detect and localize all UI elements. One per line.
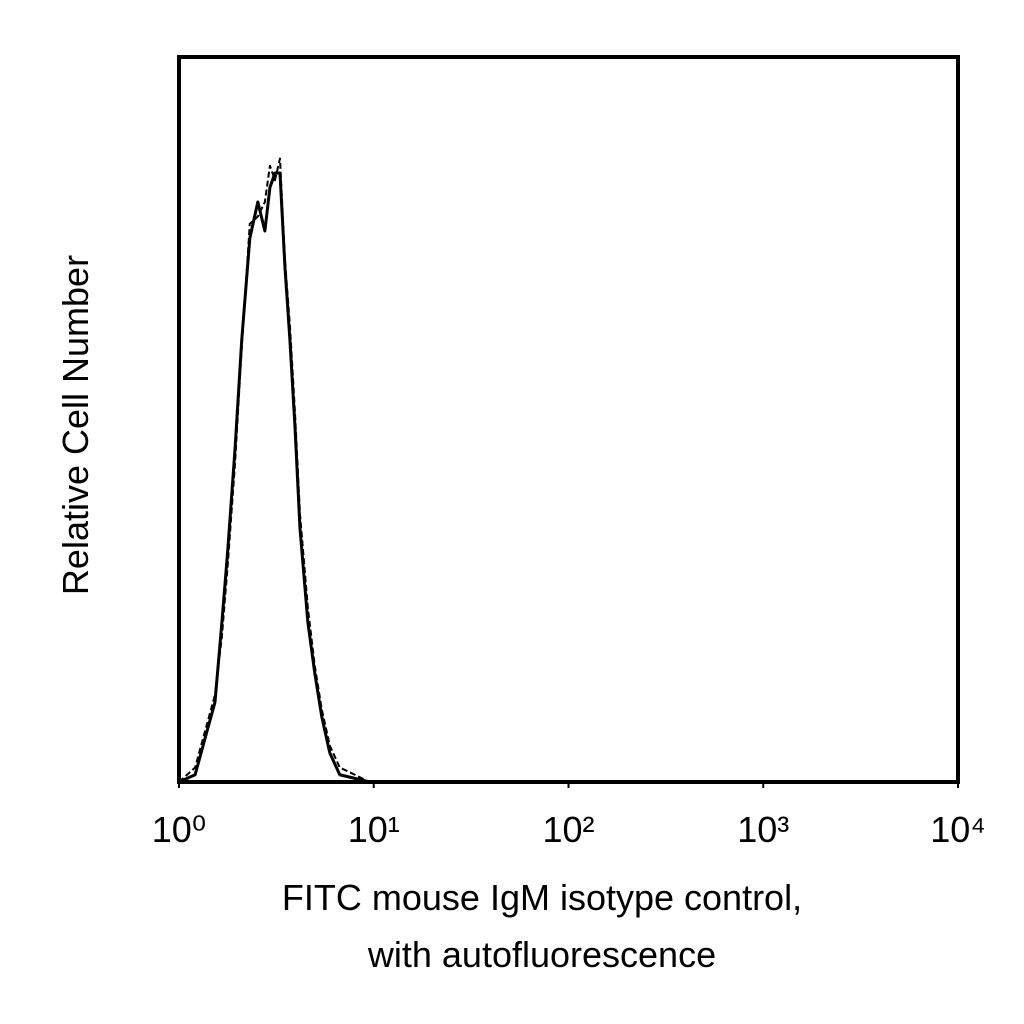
histogram-line [179,157,370,782]
x-tick-label: 10⁰ [152,809,206,850]
y-axis-label: Relative Cell Number [55,255,96,595]
x-axis-label: with autofluorescence [367,934,716,975]
x-axis-label: FITC mouse IgM isotype control, [282,877,802,918]
x-tick-label: 10⁴ [930,809,986,850]
x-tick-label: 10¹ [348,809,400,850]
x-tick-label: 10² [542,809,594,850]
x-tick-label: 10³ [737,809,789,850]
histogram-line [179,171,370,782]
